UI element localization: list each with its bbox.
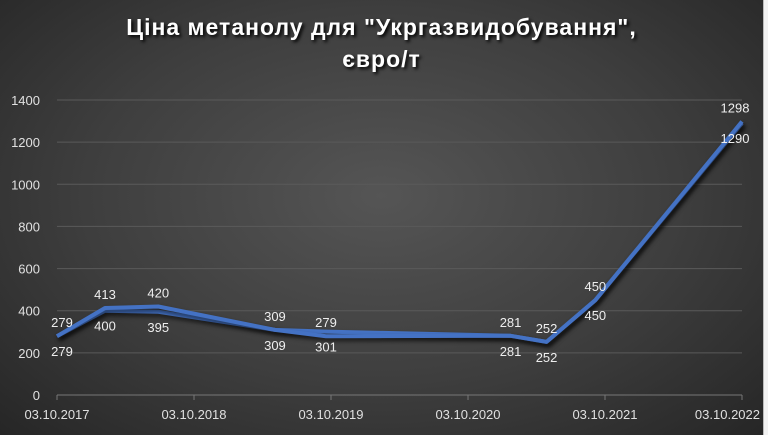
y-tick-label: 200 xyxy=(18,346,40,361)
y-tick-label: 600 xyxy=(18,262,40,277)
chart-title-line1: Ціна метанолу для "Укргазвидобування", xyxy=(126,14,637,40)
data-label: 281 xyxy=(500,315,522,330)
data-label: 413 xyxy=(94,287,116,302)
data-label: 301 xyxy=(315,340,337,355)
y-tick-label: 1200 xyxy=(11,135,40,150)
data-label: 309 xyxy=(264,338,286,353)
data-label: 400 xyxy=(94,319,116,334)
data-label: 279 xyxy=(51,315,73,330)
data-label: 395 xyxy=(147,320,169,335)
series-line xyxy=(56,121,744,344)
data-label: 450 xyxy=(584,308,606,323)
x-tick-label: 03.10.2020 xyxy=(435,407,500,422)
y-tick-label: 0 xyxy=(33,388,40,403)
x-tick-label: 03.10.2022 xyxy=(695,407,760,422)
data-label: 279 xyxy=(315,315,337,330)
chart-title-line2: євро/т xyxy=(342,46,421,72)
data-label: 1290 xyxy=(721,131,750,146)
data-label: 1298 xyxy=(721,100,750,115)
y-tick-label: 1400 xyxy=(11,93,40,108)
data-label: 252 xyxy=(536,321,558,336)
y-tick-label: 1000 xyxy=(11,177,40,192)
y-tick-label: 400 xyxy=(18,304,40,319)
data-label: 420 xyxy=(147,286,169,301)
series-line xyxy=(55,120,744,344)
x-tick-label: 03.10.2018 xyxy=(161,407,226,422)
x-tick-label: 03.10.2017 xyxy=(24,407,89,422)
x-tick-label: 03.10.2021 xyxy=(572,407,637,422)
data-label: 450 xyxy=(584,279,606,294)
x-tick-label: 03.10.2019 xyxy=(298,407,363,422)
data-label: 281 xyxy=(500,344,522,359)
data-label: 309 xyxy=(264,309,286,324)
data-label: 252 xyxy=(536,350,558,365)
y-tick-label: 800 xyxy=(18,219,40,234)
spreadsheet-edge xyxy=(763,0,768,435)
data-label: 279 xyxy=(51,344,73,359)
